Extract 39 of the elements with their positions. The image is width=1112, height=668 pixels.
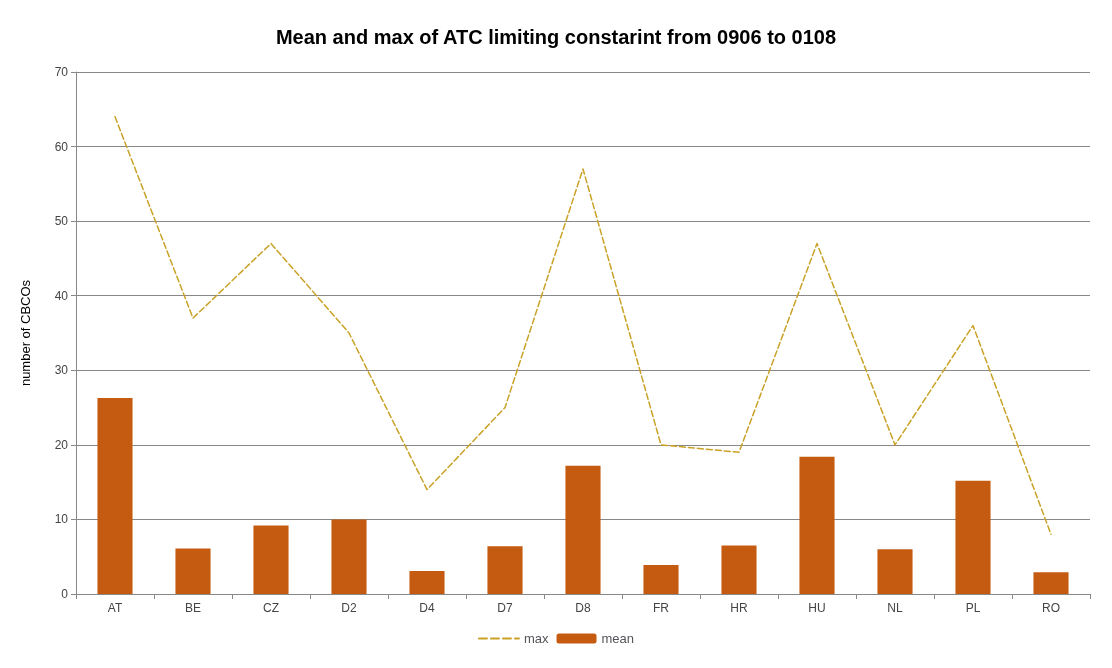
y-tick-label: 60 (54, 139, 69, 154)
x-tick-label: AT (107, 601, 123, 615)
x-tick-label: D2 (341, 601, 357, 615)
bar (1033, 572, 1069, 594)
y-tick-label: 50 (54, 214, 69, 229)
bar (97, 397, 133, 594)
legend-label: max (523, 631, 550, 646)
x-tick-label: CZ (263, 601, 279, 615)
x-tick-label: NL (887, 601, 903, 615)
bar (331, 519, 367, 594)
legend-label: mean (601, 631, 635, 646)
bar (175, 548, 211, 594)
x-tick-label: HR (730, 601, 748, 615)
x-tick-label: D4 (419, 601, 435, 615)
bar (253, 525, 289, 594)
x-tick-label: HU (808, 601, 826, 615)
x-tick-label: BE (184, 601, 202, 615)
bar (799, 456, 835, 594)
bar (409, 570, 445, 594)
x-tick-label: D7 (497, 601, 513, 615)
x-tick-label: RO (1042, 601, 1060, 615)
bar (487, 546, 523, 594)
y-tick-label: 10 (54, 512, 69, 527)
bar (721, 545, 757, 594)
x-tick-label: FR (653, 601, 670, 615)
line-series (114, 115, 1052, 536)
y-axis-title: number of CBCOs (18, 279, 33, 387)
x-tick-label: D8 (575, 601, 591, 615)
y-tick-label: 0 (61, 587, 69, 601)
bar (643, 564, 679, 594)
x-tick-label: PL (965, 601, 981, 615)
y-tick-label: 70 (54, 65, 69, 79)
y-tick-label: 30 (54, 363, 69, 378)
bar (955, 480, 991, 594)
bar (565, 465, 601, 594)
y-tick-label: 40 (54, 288, 69, 303)
y-tick-label: 20 (54, 437, 69, 452)
bar (877, 549, 913, 594)
chart-title: Mean and max of ATC limiting constarint from 0906 to 0108 (275, 26, 837, 48)
